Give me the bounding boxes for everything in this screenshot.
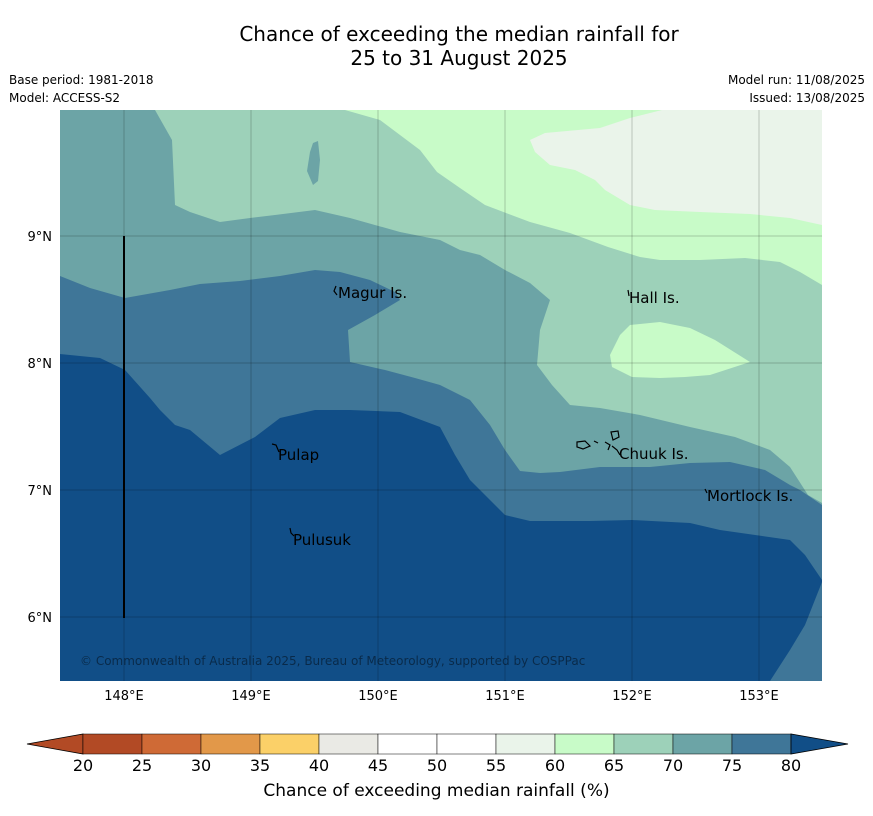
contour-65-pocket <box>610 322 750 378</box>
colorbar-segment <box>318 733 379 755</box>
x-tick-label: 152°E <box>612 689 652 704</box>
contour-layers <box>60 110 822 681</box>
x-tick-label: 150°E <box>358 689 398 704</box>
contour-75-island-patch <box>307 141 320 185</box>
x-tick-label: 148°E <box>104 689 144 704</box>
colorbar-tick-label: 55 <box>486 756 506 775</box>
y-tick-label: 8°N <box>28 357 53 372</box>
place-label: Pulap <box>278 446 319 464</box>
colorbar-segment <box>82 733 143 755</box>
island-outlines <box>271 285 708 537</box>
colorbar-segment <box>259 733 320 755</box>
x-tick-label: 153°E <box>739 689 779 704</box>
colorbar-segment <box>495 733 556 755</box>
colorbar-tick-label: 20 <box>73 756 93 775</box>
colorbar-tick-label: 70 <box>663 756 683 775</box>
x-tick-label: 149°E <box>231 689 271 704</box>
title-line-1: Chance of exceeding the median rainfall … <box>239 22 679 46</box>
place-label: Mortlock Is. <box>707 487 793 505</box>
meta-right: Model run: 11/08/2025 Issued: 13/08/2025 <box>728 71 865 107</box>
colorbar-tick-label: 40 <box>309 756 329 775</box>
copyright-text: © Commonwealth of Australia 2025, Bureau… <box>80 654 585 668</box>
colorbar-segment <box>200 733 261 755</box>
y-tick-label: 6°N <box>28 611 53 626</box>
colorbar-tick-label: 60 <box>545 756 565 775</box>
place-label: Magur Is. <box>338 284 407 302</box>
contour-75-edge-patch <box>770 582 822 681</box>
colorbar-label: Chance of exceeding median rainfall (%) <box>263 781 610 801</box>
colorbar-segment <box>613 733 674 755</box>
place-label: Pulusuk <box>293 531 351 549</box>
model-text: Model: ACCESS-S2 <box>9 91 121 105</box>
y-tick-label: 7°N <box>28 484 53 499</box>
model-run-text: Model run: 11/08/2025 <box>727 73 865 87</box>
colorbar-tick-label: 45 <box>368 756 388 775</box>
colorbar-tick-label: 25 <box>132 756 152 775</box>
colorbar-segment <box>436 733 497 755</box>
base-period-text: Base period: 1981-2018 <box>9 73 154 87</box>
meta-left: Base period: 1981-2018 Model: ACCESS-S2 <box>9 71 154 107</box>
x-tick-labels: 148°E 149°E 150°E 151°E 152°E 153°E <box>104 689 779 704</box>
colorbar-segment <box>731 733 792 755</box>
colorbar-segment <box>377 733 438 755</box>
colorbar-segment <box>672 733 733 755</box>
colorbar-tick-label: 35 <box>250 756 270 775</box>
colorbar-tick-label: 80 <box>781 756 801 775</box>
colorbar-segment <box>141 733 202 755</box>
colorbar-tick-label: 30 <box>191 756 211 775</box>
place-label: Hall Is. <box>629 289 680 307</box>
colorbar-segment <box>554 733 615 755</box>
colorbar-tick-label: 65 <box>604 756 624 775</box>
issued-text: Issued: 13/08/2025 <box>749 91 865 105</box>
colorbar-over-arrow <box>790 733 849 755</box>
colorbar-under-arrow <box>26 733 84 755</box>
map-title: Chance of exceeding the median rainfall … <box>0 22 873 70</box>
place-labels: Magur Is. Hall Is. Pulap Chuuk Is. Mortl… <box>278 284 793 549</box>
colorbar-tick-label: 50 <box>427 756 447 775</box>
y-tick-labels: 9°N 8°N 7°N 6°N <box>28 230 53 626</box>
x-tick-label: 151°E <box>485 689 525 704</box>
colorbar-tick-label: 75 <box>722 756 742 775</box>
y-tick-label: 9°N <box>28 230 53 245</box>
contour-55 <box>530 110 822 225</box>
place-label: Chuuk Is. <box>619 445 688 463</box>
title-line-2: 25 to 31 August 2025 <box>350 46 568 70</box>
colorbar: 20 25 30 35 40 45 50 55 60 65 70 75 80 <box>26 733 849 775</box>
